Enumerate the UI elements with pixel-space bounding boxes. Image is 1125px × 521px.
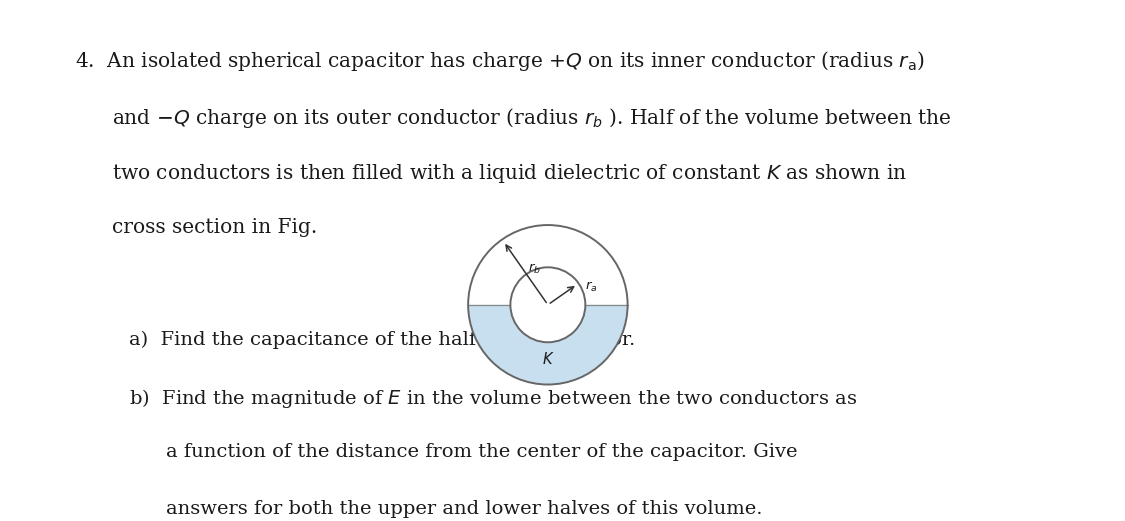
- Text: a function of the distance from the center of the capacitor. Give: a function of the distance from the cent…: [166, 443, 798, 462]
- Text: two conductors is then filled with a liquid dielectric of constant $K$ as shown : two conductors is then filled with a liq…: [112, 162, 908, 185]
- Text: 4.  An isolated spherical capacitor has charge $+Q$ on its inner conductor (radi: 4. An isolated spherical capacitor has c…: [75, 49, 925, 73]
- Text: b)  Find the magnitude of $E$ in the volume between the two conductors as: b) Find the magnitude of $E$ in the volu…: [129, 387, 857, 410]
- Text: $K$: $K$: [541, 351, 555, 367]
- Text: a)  Find the capacitance of the half-filled capacitor.: a) Find the capacitance of the half-fill…: [129, 331, 636, 349]
- Polygon shape: [511, 305, 585, 342]
- Text: answers for both the upper and lower halves of this volume.: answers for both the upper and lower hal…: [166, 500, 763, 518]
- Text: $r_b$: $r_b$: [529, 262, 541, 276]
- Text: cross section in Fig.: cross section in Fig.: [112, 218, 317, 237]
- Text: $r_a$: $r_a$: [585, 279, 597, 293]
- Text: and $-Q$ charge on its outer conductor (radius $r_b$ ). Half of the volume betwe: and $-Q$ charge on its outer conductor (…: [112, 106, 952, 130]
- Circle shape: [511, 267, 585, 342]
- Polygon shape: [468, 305, 628, 384]
